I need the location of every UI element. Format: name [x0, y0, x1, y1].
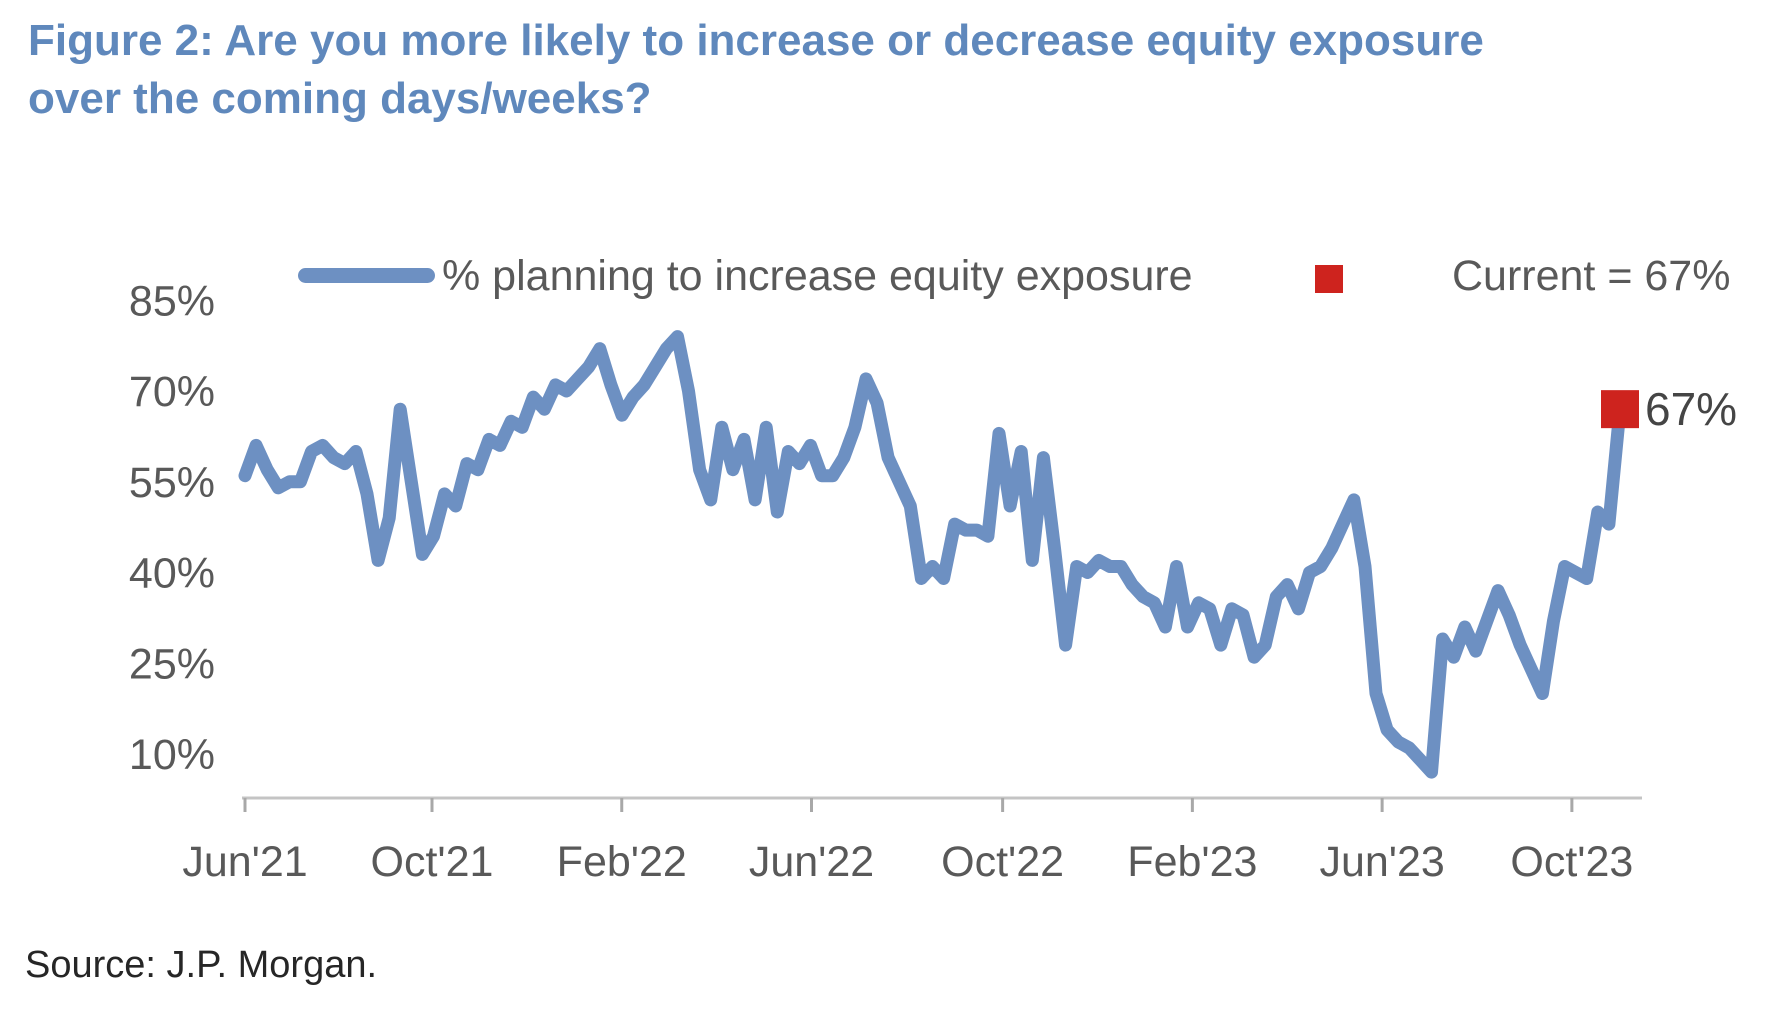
legend-current-swatch — [1315, 265, 1343, 293]
data-line — [238, 330, 1627, 779]
current-value-label: 67% — [1645, 383, 1737, 435]
chart-title: Figure 2: Are you more likely to increas… — [28, 12, 1628, 128]
chart-title-line2: over the coming days/weeks? — [28, 74, 652, 123]
x-axis-label: Oct'23 — [1510, 838, 1633, 886]
legend-series-label: % planning to increase equity exposure — [442, 252, 1193, 300]
y-axis-label: 25% — [129, 640, 215, 688]
y-axis-label: 55% — [129, 459, 215, 507]
y-axis-label: 85% — [129, 277, 215, 325]
x-axis-label: Feb'23 — [1127, 838, 1257, 886]
current-value-marker — [1601, 390, 1639, 429]
x-axis-label: Jun'23 — [1319, 838, 1444, 886]
x-axis-label: Jun'22 — [749, 838, 874, 886]
x-axis-label: Jun'21 — [182, 838, 307, 886]
legend-current-label: Current = 67% — [1452, 252, 1731, 300]
y-axis-label: 70% — [129, 368, 215, 416]
chart-title-line1: Figure 2: Are you more likely to increas… — [28, 16, 1484, 65]
y-axis-label: 10% — [129, 731, 215, 779]
source-note: Source: J.P. Morgan. — [25, 944, 378, 986]
x-axis-label: Oct'22 — [941, 838, 1064, 886]
x-axis-label: Oct'21 — [371, 838, 494, 886]
x-axis-label: Feb'22 — [557, 838, 687, 886]
y-axis-label: 40% — [129, 550, 215, 598]
legend-line-swatch — [298, 268, 435, 283]
